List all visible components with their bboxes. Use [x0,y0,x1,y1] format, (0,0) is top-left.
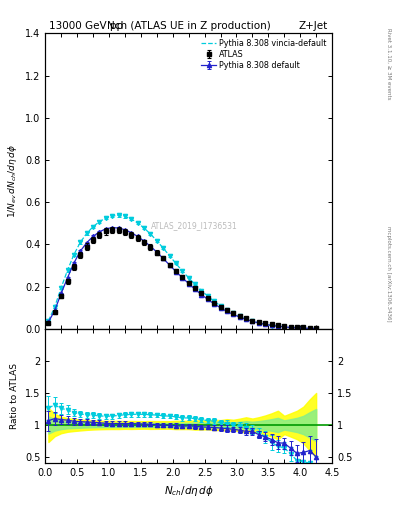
Pythia 8.308 vincia-default [116,212,121,219]
Y-axis label: $1/N_{ev}\,dN_{ch}/d\eta\,d\phi$: $1/N_{ev}\,dN_{ch}/d\eta\,d\phi$ [6,144,19,218]
Pythia 8.308 vincia-default [97,219,102,225]
Pythia 8.308 vincia-default [314,326,318,332]
Pythia 8.308 vincia-default [237,313,242,319]
Pythia 8.308 vincia-default [193,281,197,287]
Pythia 8.308 vincia-default [161,245,165,251]
Pythia 8.308 vincia-default [206,293,210,300]
Pythia 8.308 vincia-default [295,325,299,331]
Pythia 8.308 vincia-default [307,326,312,332]
Pythia 8.308 vincia-default [135,220,140,226]
Text: ATLAS_2019_I1736531: ATLAS_2019_I1736531 [151,221,238,230]
X-axis label: $N_{ch}/d\eta\,d\phi$: $N_{ch}/d\eta\,d\phi$ [163,484,214,498]
Line: Pythia 8.308 vincia-default: Pythia 8.308 vincia-default [48,216,316,329]
Pythia 8.308 vincia-default [167,252,172,259]
Pythia 8.308 vincia-default [129,216,134,222]
Pythia 8.308 vincia-default [231,310,236,316]
Pythia 8.308 vincia-default [78,239,83,245]
Pythia 8.308 vincia-default [110,213,114,219]
Pythia 8.308 vincia-default [84,230,89,237]
Text: mcplots.cern.ch [arXiv:1306.3436]: mcplots.cern.ch [arXiv:1306.3436] [386,226,391,322]
Pythia 8.308 vincia-default [186,275,191,281]
Pythia 8.308 vincia-default [244,316,248,322]
Pythia 8.308 vincia-default [65,267,70,273]
Pythia 8.308 vincia-default [59,285,64,291]
Text: 13000 GeV pp: 13000 GeV pp [49,20,123,31]
Pythia 8.308 vincia-default [256,320,261,326]
Pythia 8.308 vincia-default [91,224,95,230]
Pythia 8.308 vincia-default [224,307,229,313]
Pythia 8.308 vincia-default [72,251,76,258]
Text: Rivet 3.1.10, ≥ 3M events: Rivet 3.1.10, ≥ 3M events [386,28,391,100]
Pythia 8.308 vincia-default [275,324,280,330]
Pythia 8.308 vincia-default [46,318,51,324]
Pythia 8.308 vincia-default [263,321,268,327]
Text: Z+Jet: Z+Jet [299,20,328,31]
Pythia 8.308 vincia-default [180,268,185,274]
Pythia 8.308 vincia-default [218,303,223,309]
Pythia 8.308 vincia-default [250,318,255,324]
Title: Nch (ATLAS UE in Z production): Nch (ATLAS UE in Z production) [107,21,270,31]
Legend: Pythia 8.308 vincia-default, ATLAS, Pythia 8.308 default: Pythia 8.308 vincia-default, ATLAS, Pyth… [200,37,328,72]
Pythia 8.308 vincia-default [141,225,146,231]
Pythia 8.308 vincia-default [52,304,57,310]
Pythia 8.308 vincia-default [212,298,217,304]
Y-axis label: Ratio to ATLAS: Ratio to ATLAS [10,363,19,429]
Pythia 8.308 vincia-default [282,324,286,330]
Pythia 8.308 vincia-default [123,214,127,220]
Pythia 8.308 vincia-default [154,238,159,244]
Pythia 8.308 vincia-default [148,231,153,237]
Pythia 8.308 vincia-default [199,287,204,293]
Pythia 8.308 vincia-default [301,325,306,331]
Pythia 8.308 vincia-default [269,323,274,329]
Pythia 8.308 vincia-default [103,215,108,221]
Pythia 8.308 vincia-default [174,261,178,267]
Pythia 8.308 vincia-default [288,325,293,331]
